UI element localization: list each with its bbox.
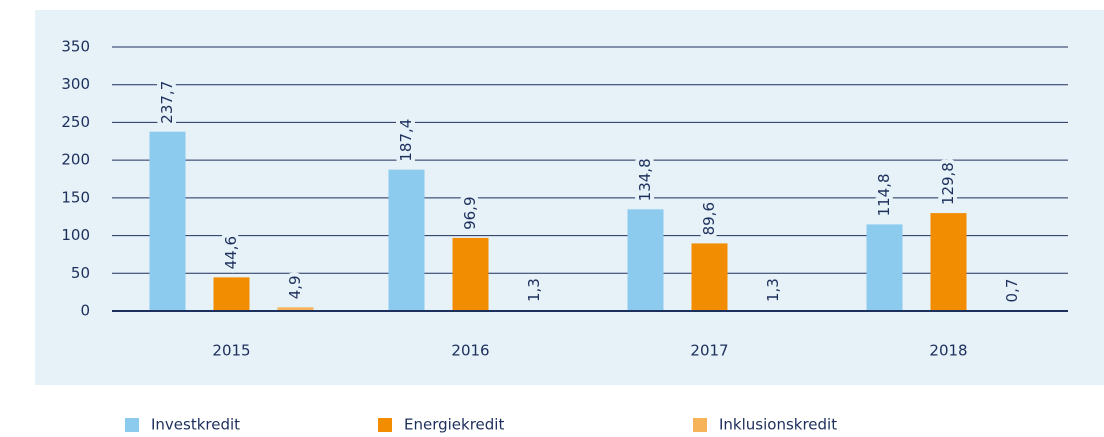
bar (277, 307, 314, 311)
y-tick-label: 150 (61, 188, 90, 206)
bar (388, 169, 425, 311)
value-label: 1,3 (764, 278, 782, 302)
x-tick-label: 2015 (212, 342, 250, 360)
value-label: 4,9 (286, 275, 304, 299)
y-tick-label: 0 (80, 302, 90, 320)
value-label: 114,8 (875, 173, 893, 216)
legend-label: Inklusionskredit (719, 416, 837, 434)
value-label: 96,9 (461, 197, 479, 230)
y-tick-label: 350 (61, 38, 90, 56)
value-label: 134,8 (636, 158, 654, 201)
legend-swatch (378, 418, 392, 432)
legend-label: Energiekredit (404, 416, 504, 434)
y-tick-label: 250 (61, 113, 90, 131)
bar (930, 213, 967, 311)
y-tick-label: 300 (61, 75, 90, 93)
legend-swatch (693, 418, 707, 432)
value-label: 129,8 (939, 162, 957, 205)
legend-label: Investkredit (151, 416, 240, 434)
value-label: 187,4 (397, 119, 415, 162)
bar (213, 277, 250, 311)
y-tick-label: 100 (61, 226, 90, 244)
x-tick-label: 2016 (451, 342, 489, 360)
y-tick-label: 200 (61, 151, 90, 169)
x-tick-label: 2017 (690, 342, 728, 360)
value-label: 89,6 (700, 202, 718, 235)
value-label: 0,7 (1003, 279, 1021, 303)
value-label: 237,7 (158, 81, 176, 124)
legend-swatch (125, 418, 139, 432)
bar (452, 237, 489, 311)
x-tick-label: 2018 (929, 342, 967, 360)
bar (691, 243, 728, 311)
bar (866, 224, 903, 311)
bar (149, 131, 186, 311)
bar (627, 209, 664, 311)
value-label: 44,6 (222, 236, 240, 269)
value-label: 1,3 (525, 278, 543, 302)
y-tick-label: 50 (71, 264, 90, 282)
